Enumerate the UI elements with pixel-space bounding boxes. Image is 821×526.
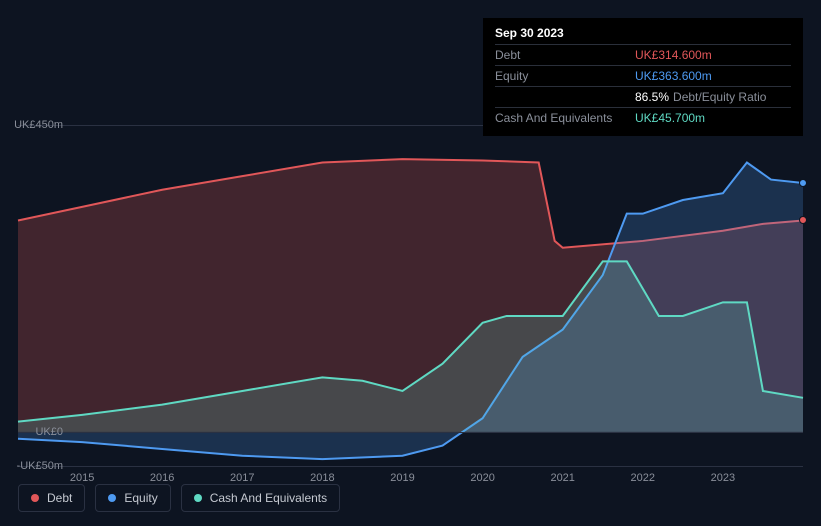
tooltip-date: Sep 30 2023 [495,26,791,40]
legend-item[interactable]: Cash And Equivalents [181,484,340,512]
y-axis-label: -UK£50m [17,460,63,472]
legend-item[interactable]: Debt [18,484,85,512]
legend-dot-icon [31,494,39,502]
tooltip-row-label [495,90,635,104]
chart-tooltip: Sep 30 2023 DebtUK£314.600mEquityUK£363.… [483,18,803,136]
legend-dot-icon [108,494,116,502]
legend-label: Cash And Equivalents [210,491,327,505]
x-axis-label: 2023 [711,472,735,484]
legend-label: Debt [47,491,72,505]
tooltip-row-label: Equity [495,69,635,83]
chart-area[interactable]: UK£450mUK£0-UK£50m2015201620172018201920… [18,125,803,466]
tooltip-row-value: UK£45.700m [635,111,705,125]
gridline [18,466,803,467]
tooltip-row-extra: Debt/Equity Ratio [673,90,766,104]
legend-label: Equity [124,491,157,505]
tooltip-row-value: 86.5% [635,90,669,104]
tooltip-row: EquityUK£363.600m [495,65,791,86]
series-end-dot [799,179,807,187]
tooltip-rows: DebtUK£314.600mEquityUK£363.600m86.5%Deb… [495,44,791,128]
x-axis-label: 2015 [70,472,94,484]
gridline [18,432,803,433]
x-axis-label: 2017 [230,472,254,484]
tooltip-row-value: UK£363.600m [635,69,712,83]
tooltip-row: DebtUK£314.600m [495,44,791,65]
x-axis-label: 2019 [390,472,414,484]
tooltip-row-value: UK£314.600m [635,48,712,62]
x-axis-label: 2022 [631,472,655,484]
x-axis-label: 2021 [550,472,574,484]
y-axis-label: UK£450m [14,119,63,131]
legend-dot-icon [194,494,202,502]
y-axis-label: UK£0 [35,426,63,438]
legend-item[interactable]: Equity [95,484,170,512]
tooltip-row-label: Cash And Equivalents [495,111,635,125]
x-axis-label: 2016 [150,472,174,484]
legend: Debt Equity Cash And Equivalents [18,484,340,512]
tooltip-row: 86.5% Debt/Equity Ratio [495,86,791,107]
tooltip-row-label: Debt [495,48,635,62]
series-end-dot [799,216,807,224]
chart-svg [18,125,803,466]
x-axis-label: 2020 [470,472,494,484]
x-axis-label: 2018 [310,472,334,484]
tooltip-row: Cash And EquivalentsUK£45.700m [495,107,791,128]
